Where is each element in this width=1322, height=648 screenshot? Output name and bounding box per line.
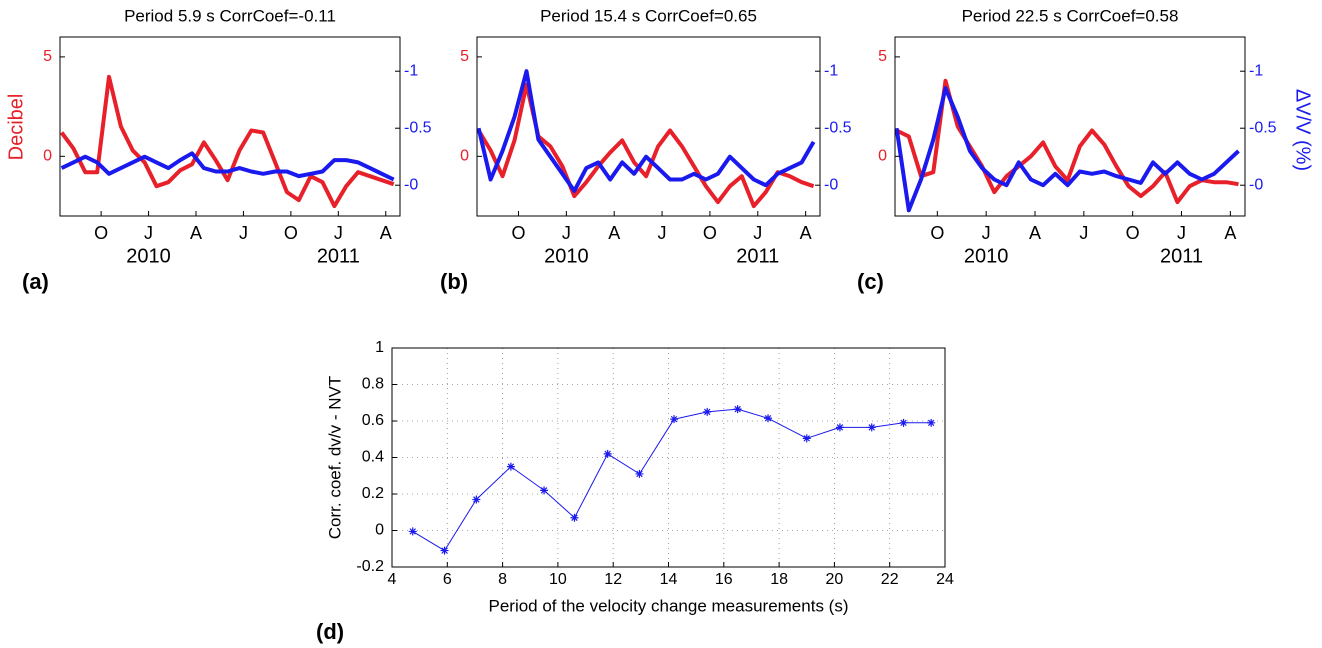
y-tick-label: 1	[375, 339, 384, 356]
y2-tick-label: -0.5	[404, 119, 432, 136]
data-point	[835, 423, 844, 432]
y-tick-label: -0.2	[356, 558, 384, 575]
y-axis-label: Decibel	[5, 94, 27, 161]
data-point	[540, 486, 549, 495]
data-point	[408, 527, 417, 536]
x-tick-label: O	[703, 223, 717, 243]
y-tick-label: 0	[878, 148, 887, 165]
x-tick-label: J	[982, 223, 991, 243]
x-tick-label: J	[144, 223, 153, 243]
y-axis-label: Corr. coef. dv/v - NVT	[325, 376, 344, 539]
year-label: 2010	[964, 245, 1009, 267]
y2-tick-label: -0	[824, 176, 838, 193]
y-tick-label: 0.8	[362, 376, 384, 393]
x-tick-label: 4	[388, 571, 397, 588]
x-tick-label: 6	[443, 571, 452, 588]
x-tick-label: J	[334, 223, 343, 243]
y-tick-label: 0.2	[362, 485, 384, 502]
data-point	[733, 405, 742, 414]
x-tick-label: J	[658, 223, 667, 243]
y-tick-label: 5	[43, 48, 52, 65]
y2-tick-label: -1	[404, 62, 418, 79]
data-point	[570, 513, 579, 522]
axes-frame	[59, 36, 401, 217]
data-line	[476, 69, 816, 193]
x-tick-label: 14	[660, 571, 678, 588]
y-tick-label: 0	[375, 522, 384, 539]
y-tick-label: 0.4	[362, 449, 384, 466]
x-tick-label: A	[1029, 223, 1041, 243]
data-line	[412, 408, 932, 552]
x-tick-label: J	[1079, 223, 1088, 243]
x-tick-label: O	[94, 223, 108, 243]
y2-tick-label: -0.5	[1249, 119, 1277, 136]
chart-title: Period 15.4 s CorrCoef=0.65	[540, 6, 757, 25]
axes-frame	[894, 36, 1246, 217]
x-tick-label: 18	[770, 571, 788, 588]
x-tick-label: 12	[604, 571, 622, 588]
y2-tick-label: -0	[1249, 176, 1263, 193]
x-tick-label: A	[380, 223, 392, 243]
x-tick-label: J	[1177, 223, 1186, 243]
x-tick-label: A	[190, 223, 202, 243]
data-point	[927, 418, 936, 427]
x-tick-label: A	[800, 223, 812, 243]
x-tick-label: O	[284, 223, 298, 243]
x-tick-label: 22	[881, 571, 899, 588]
y2-tick-label: -1	[824, 62, 838, 79]
y2-tick-label: -0	[404, 176, 418, 193]
year-label: 2011	[1160, 245, 1203, 267]
data-line	[59, 74, 395, 209]
axes-frame	[476, 36, 821, 217]
year-label: 2010	[126, 245, 171, 267]
y-tick-label: 0.6	[362, 412, 384, 429]
data-point	[899, 418, 908, 427]
data-point	[472, 495, 481, 504]
y-tick-label: 5	[460, 48, 469, 65]
data-point	[506, 462, 515, 471]
panel-label: (d)	[316, 619, 344, 644]
year-label: 2010	[544, 245, 589, 267]
year-label: 2011	[736, 245, 779, 267]
y2-tick-label: -0.5	[824, 119, 852, 136]
panel-label: (a)	[22, 269, 49, 294]
y2-tick-label: -1	[1249, 62, 1263, 79]
chart-title: Period 5.9 s CorrCoef=-0.11	[124, 6, 336, 25]
chart-title: Period 22.5 s CorrCoef=0.58	[962, 6, 1179, 25]
year-label: 2011	[317, 245, 360, 267]
y-tick-label: 0	[43, 148, 52, 165]
x-axis-label: Period of the velocity change measuremen…	[488, 596, 848, 615]
data-point	[802, 434, 811, 443]
y-tick-label: 0	[460, 148, 469, 165]
data-point	[867, 423, 876, 432]
x-tick-label: O	[511, 223, 525, 243]
data-point	[764, 414, 773, 423]
x-tick-label: O	[930, 223, 944, 243]
x-tick-label: 16	[715, 571, 733, 588]
data-point	[670, 415, 679, 424]
x-tick-label: J	[239, 223, 248, 243]
data-line	[476, 82, 815, 209]
y2-axis-label: ΔV/V (%)	[1292, 89, 1314, 171]
x-tick-label: J	[753, 223, 762, 243]
x-tick-label: 8	[498, 571, 507, 588]
data-line	[894, 86, 1240, 213]
x-tick-label: A	[608, 223, 620, 243]
x-tick-label: A	[1224, 223, 1236, 243]
x-tick-label: 20	[826, 571, 844, 588]
data-point	[440, 546, 449, 555]
data-point	[635, 469, 644, 478]
x-tick-label: J	[562, 223, 571, 243]
x-tick-label: 10	[549, 571, 567, 588]
data-point	[703, 407, 712, 416]
x-tick-label: O	[1126, 223, 1140, 243]
data-line	[60, 151, 395, 182]
y-tick-label: 5	[878, 48, 887, 65]
x-tick-label: 24	[936, 571, 954, 588]
data-point	[603, 449, 612, 458]
panel-label: (c)	[857, 269, 884, 294]
panel-label: (b)	[440, 269, 468, 294]
